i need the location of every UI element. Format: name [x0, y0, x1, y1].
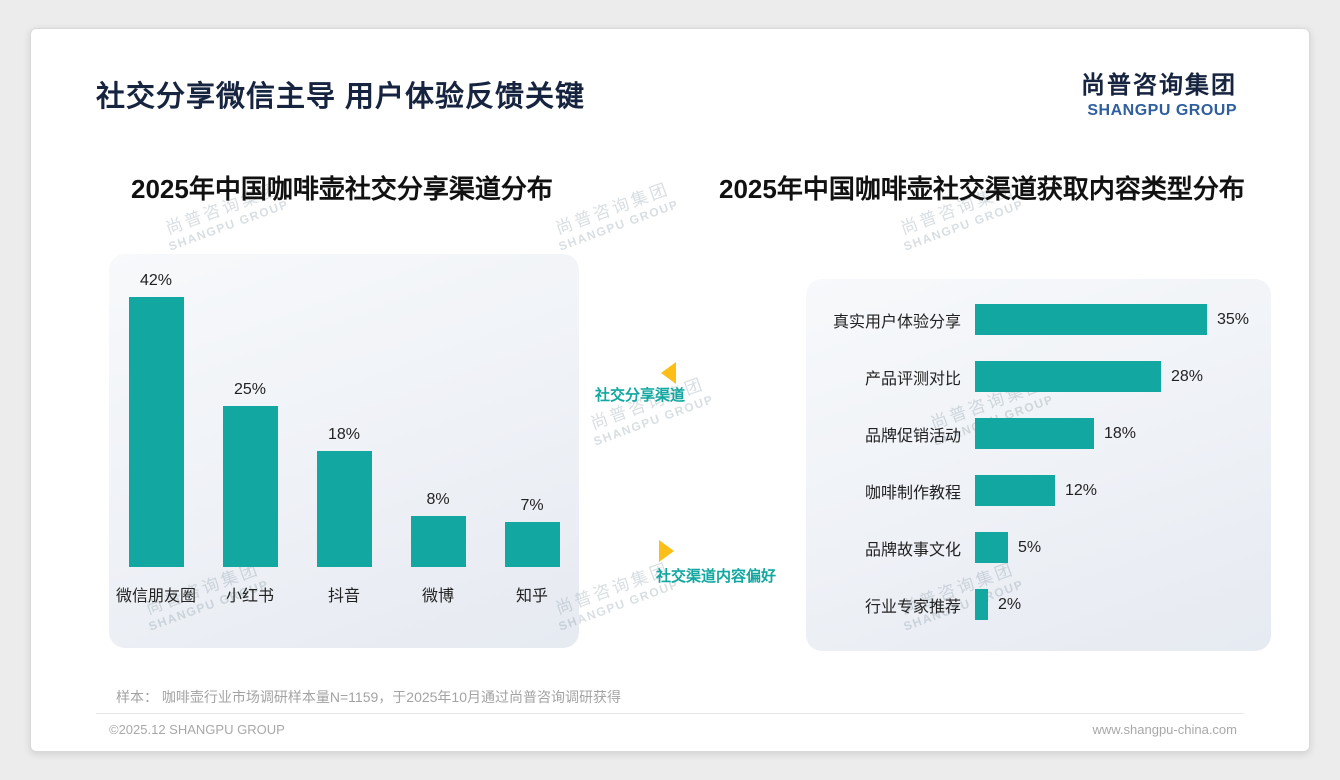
- bar: [975, 418, 1094, 449]
- share-channel-chart: 42% 微信朋友圈 25% 小红书 18% 抖音 8% 微博 7% 知乎: [109, 254, 579, 605]
- bar-value-label: 18%: [1104, 424, 1137, 442]
- bar-column: 18% 抖音: [297, 254, 391, 605]
- website-text: www.shangpu-china.com: [1092, 722, 1237, 737]
- bar-category-label: 产品评测对比: [864, 370, 961, 388]
- bar: [504, 522, 560, 567]
- bar-category-label: 微信朋友圈: [115, 588, 196, 605]
- bar-value-label: 12%: [1065, 481, 1098, 499]
- logo-chinese-name: 尚普咨询集团: [1081, 72, 1237, 99]
- left-annotation-label: 社交分享渠道: [594, 387, 685, 404]
- bar-row: 品牌促销活动 18%: [806, 405, 1271, 462]
- copyright-text: ©2025.12 SHANGPU GROUP: [109, 722, 285, 737]
- right-chart-title: 2025年中国咖啡壶社交渠道获取内容类型分布: [719, 174, 1245, 204]
- bar-category-label: 咖啡制作教程: [864, 484, 961, 502]
- bar: [975, 304, 1207, 335]
- bar-category-label: 真实用户体验分享: [832, 313, 961, 331]
- bar: [975, 475, 1055, 506]
- bar: [975, 532, 1008, 563]
- bar-row: 真实用户体验分享 35%: [806, 291, 1271, 348]
- content-type-chart-rows: 真实用户体验分享 35% 产品评测对比 28% 品牌促销活动 18% 咖啡制作教程 12% 品牌…: [806, 291, 1271, 633]
- left-chart-title: 2025年中国咖啡壶社交分享渠道分布: [131, 174, 553, 204]
- bar-column: 7% 知乎: [485, 254, 579, 605]
- bar-value-label: 7%: [520, 497, 544, 514]
- bar: [975, 361, 1161, 392]
- bar: [316, 451, 372, 567]
- bar-row: 品牌故事文化 5%: [806, 519, 1271, 576]
- logo-english-name: SHANGPU GROUP: [1087, 102, 1237, 119]
- bar-category-label: 品牌故事文化: [864, 541, 961, 559]
- right-annotation-label: 社交渠道内容偏好: [656, 568, 777, 585]
- company-logo: 尚普咨询集团 SHANGPU GROUP: [1081, 65, 1237, 120]
- bar-value-label: 25%: [233, 381, 267, 398]
- footer-divider: [96, 713, 1244, 714]
- bar-category-label: 小红书: [225, 588, 274, 605]
- bar: [410, 516, 466, 567]
- page-title: 社交分享微信主导 用户体验反馈关键: [96, 81, 586, 113]
- bar-row: 产品评测对比 28%: [806, 348, 1271, 405]
- bar-value-label: 42%: [139, 272, 173, 289]
- bar-category-label: 品牌促销活动: [864, 427, 961, 445]
- triangle-left-icon: [661, 362, 676, 384]
- right-chart-panel: [806, 279, 1271, 651]
- bar-column: 25% 小红书: [203, 254, 297, 605]
- bar-column: 42% 微信朋友圈: [109, 254, 203, 605]
- watermark: 尚普咨询集团 SHANGPU GROUP: [548, 173, 681, 253]
- bar-row: 咖啡制作教程 12%: [806, 462, 1271, 519]
- bar: [128, 297, 184, 567]
- watermark: 尚普咨询集团 SHANGPU GROUP: [583, 368, 716, 448]
- bar-value-label: 18%: [327, 426, 361, 443]
- bar-category-label: 抖音: [327, 588, 360, 605]
- share-channel-chart-bars: 42% 微信朋友圈 25% 小红书 18% 抖音 8% 微博 7% 知乎: [109, 254, 579, 605]
- bar-value-label: 2%: [998, 595, 1022, 613]
- bar-value-label: 35%: [1217, 310, 1250, 328]
- bar-category-label: 行业专家推荐: [864, 598, 961, 616]
- bar-value-label: 8%: [426, 491, 450, 508]
- sample-note: 样本： 咖啡壶行业市场调研样本量N=1159，于2025年10月通过尚普咨询调研…: [116, 689, 621, 705]
- watermark-en-text: SHANGPU GROUP: [556, 196, 681, 254]
- bar-column: 8% 微博: [391, 254, 485, 605]
- content-type-chart: 真实用户体验分享 35% 产品评测对比 28% 品牌促销活动 18% 咖啡制作教程 12% 品牌…: [806, 291, 1271, 633]
- bar-category-label: 知乎: [515, 588, 548, 605]
- triangle-right-icon: [659, 540, 674, 562]
- bar-value-label: 5%: [1018, 538, 1042, 556]
- bar-row: 行业专家推荐 2%: [806, 576, 1271, 633]
- bar: [222, 406, 278, 567]
- watermark-cn-text: 尚普咨询集团: [553, 179, 673, 239]
- bar: [975, 589, 988, 620]
- slide-card: 尚普咨询集团 SHANGPU GROUP 尚普咨询集团 SHANGPU GROUP 尚普…: [30, 28, 1310, 752]
- bar-category-label: 微博: [421, 588, 454, 605]
- bar-value-label: 28%: [1171, 367, 1204, 385]
